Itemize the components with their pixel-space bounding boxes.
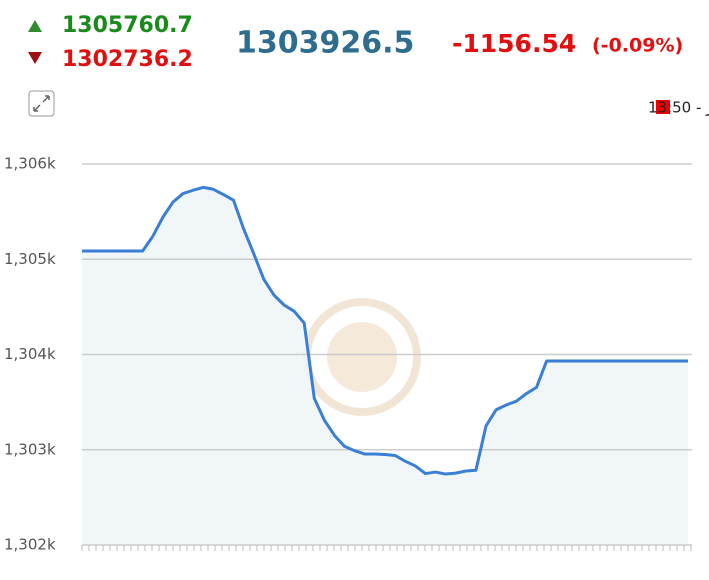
plot: 1,302k 1,303k 1,304k 1,305k 1,306k (4, 155, 692, 554)
y-tick-label: 1,303k (4, 440, 56, 458)
area-fill (82, 187, 688, 545)
low-value: 1302736.2 (62, 47, 193, 72)
legend-swatch (656, 100, 670, 114)
down-arrow (28, 52, 42, 64)
last-value: 1303926.5 (236, 26, 414, 61)
y-tick-label: 1,305k (4, 250, 56, 268)
update-note: بروزرسانی آمار:18 مهر - 13:50 (648, 99, 709, 117)
x-axis-ticks (81, 544, 692, 551)
y-tick-label: 1,304k (4, 345, 56, 363)
change-percent: (-0.09%) (592, 35, 683, 57)
watermark (303, 298, 421, 416)
expand-button[interactable] (28, 90, 55, 117)
change: -1156.54 (452, 29, 576, 58)
line (82, 185, 688, 476)
y-tick-label: 1,306k (4, 155, 56, 173)
up-arrow (28, 20, 42, 32)
y-tick-label: 1,302k (4, 536, 56, 554)
high-value: 1305760.7 (62, 13, 193, 38)
